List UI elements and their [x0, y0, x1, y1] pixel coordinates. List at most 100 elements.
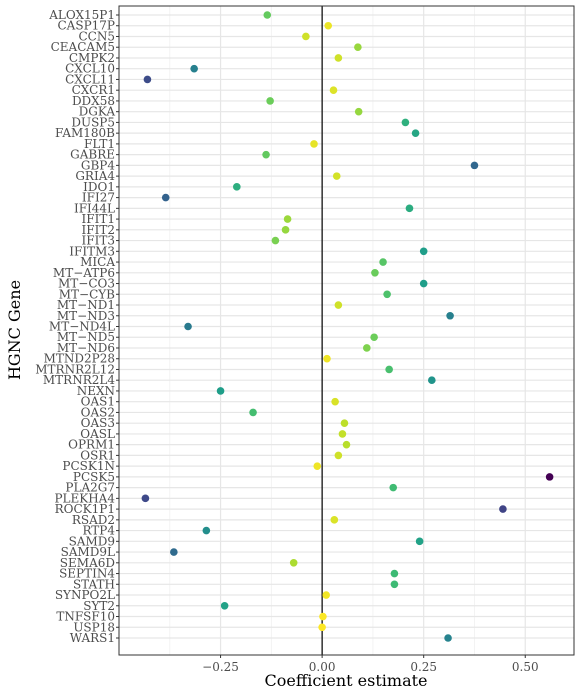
y-tick-label: WARS1 [70, 631, 115, 645]
data-point [216, 387, 225, 395]
data-point [415, 537, 424, 546]
data-point [322, 591, 330, 599]
y-tick-label: IFIT3 [82, 234, 115, 248]
data-point [170, 548, 178, 556]
y-tick-label: RTP4 [82, 524, 115, 538]
y-tick-label: MT−ATP6 [53, 266, 115, 280]
y-tick-label: IFIT1 [82, 212, 115, 226]
y-tick-label: OSR1 [80, 448, 115, 462]
data-point [354, 43, 362, 52]
data-point [289, 559, 298, 567]
y-tick-label: PLA2G7 [65, 481, 115, 495]
data-point [262, 150, 270, 159]
data-point [338, 430, 347, 438]
data-point [419, 279, 428, 288]
y-tick-label: PLEKHA4 [54, 491, 115, 505]
data-point [323, 354, 331, 363]
y-tick-label: SEPTIN4 [59, 567, 115, 581]
y-tick-label: SAMD9L [61, 545, 115, 559]
y-tick-label: MICA [80, 255, 115, 269]
data-point [470, 161, 479, 170]
y-tick-label: SEMA6D [60, 556, 115, 570]
y-tick-label: SAMD9 [69, 534, 115, 548]
y-tick-label: MT−CO3 [58, 277, 115, 291]
x-tick-label: −0.25 [202, 660, 239, 674]
y-tick-label: GRIA4 [75, 169, 115, 183]
data-point [266, 97, 274, 105]
data-point [428, 376, 436, 385]
x-tick-label: 0.25 [410, 660, 437, 674]
y-tick-label: OPRM1 [68, 438, 115, 452]
y-tick-label: USP18 [73, 620, 115, 634]
y-tick-label: DDX58 [72, 94, 115, 108]
data-point [319, 612, 327, 621]
data-point [331, 397, 339, 406]
y-tick-label: IFI44L [74, 201, 115, 215]
data-point [334, 54, 343, 62]
x-tick-label: 0.00 [309, 660, 336, 674]
y-tick-label: ALOX15P1 [48, 8, 115, 22]
data-point [363, 344, 371, 352]
y-tick-label: PCSK1N [62, 459, 115, 473]
data-point [340, 419, 349, 427]
data-point [385, 365, 393, 374]
y-tick-label: MT−ND5 [57, 330, 115, 344]
data-points [141, 11, 554, 642]
y-axis-title: HGNC Gene [5, 280, 24, 380]
data-point [389, 483, 398, 492]
data-point [332, 172, 341, 180]
y-tick-label: MT−ND1 [57, 298, 115, 312]
x-axis-ticks: −0.25 0.00 0.25 0.50 [202, 655, 539, 674]
data-point [263, 11, 272, 19]
y-tick-label: MT−ND4L [49, 320, 115, 334]
y-tick-label: MT−CYB [59, 287, 115, 301]
y-tick-label: FLT1 [84, 137, 115, 151]
y-tick-label: STATH [73, 577, 115, 591]
panel-background [119, 6, 574, 655]
y-tick-label: MTND2P28 [44, 352, 115, 366]
y-tick-label: FAM180B [55, 126, 115, 140]
y-tick-label: CEACAM5 [51, 40, 115, 54]
y-tick-label: TNFSF10 [56, 610, 115, 624]
data-point [370, 333, 378, 342]
y-tick-label: ROCK1P1 [55, 502, 115, 516]
data-point [405, 204, 414, 213]
data-point [202, 526, 211, 535]
y-tick-label: GABRE [70, 148, 115, 162]
data-point [354, 107, 363, 116]
y-tick-label: MTRNR2L12 [35, 362, 115, 376]
data-point [161, 193, 170, 202]
data-point [220, 601, 229, 610]
data-point [334, 301, 343, 309]
y-tick-label: CCN5 [79, 29, 116, 43]
x-axis-title: Coefficient estimate [264, 671, 427, 690]
data-point [281, 226, 290, 234]
y-tick-label: NEXN [77, 384, 115, 398]
y-tick-label: IDO1 [83, 180, 115, 194]
data-point [383, 290, 391, 299]
data-point [184, 322, 192, 331]
y-tick-label: PCSK5 [73, 470, 115, 484]
data-point [143, 75, 152, 84]
y-tick-label: OAS3 [81, 416, 115, 430]
y-tick-label: CXCR1 [72, 83, 115, 97]
data-point [446, 311, 454, 320]
data-point [302, 32, 310, 41]
data-point [313, 462, 322, 470]
data-point [411, 129, 420, 137]
data-point [390, 580, 399, 589]
data-point [283, 215, 292, 223]
y-axis-ticks: ALOX15P1CASP17PCCN5CEACAM5CMPK2CXCL10CXC… [35, 8, 119, 645]
y-tick-label: OASL [80, 427, 115, 441]
data-point [334, 451, 343, 460]
data-point [419, 247, 428, 256]
y-tick-label: DGKA [79, 105, 116, 119]
y-tick-label: MT−ND3 [57, 309, 115, 323]
y-tick-label: OAS2 [81, 405, 115, 419]
data-point [190, 64, 198, 73]
y-tick-label: OAS1 [81, 395, 115, 409]
y-tick-label: RSAD2 [72, 513, 115, 527]
data-point [271, 236, 280, 245]
data-point [390, 569, 399, 578]
